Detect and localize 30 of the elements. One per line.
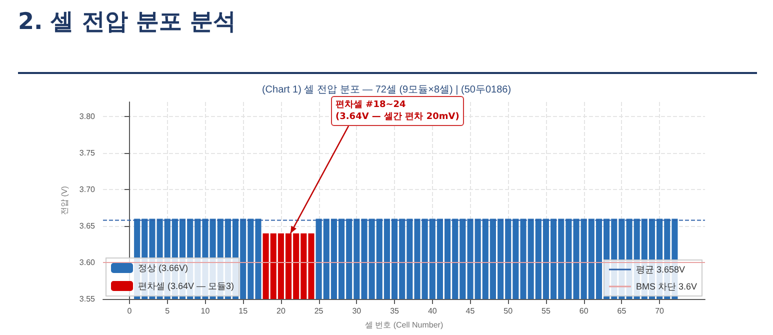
x-tick-label: 20	[276, 306, 286, 316]
y-tick-label: 3.55	[79, 294, 96, 304]
legend-label: 평균 3.658V	[636, 264, 686, 274]
x-tick-label: 65	[617, 306, 627, 316]
y-tick-label: 3.75	[79, 148, 96, 158]
y-axis-title: 전압 (V)	[60, 186, 70, 215]
x-tick-label: 35	[390, 306, 400, 316]
x-tick-label: 10	[200, 306, 210, 316]
x-tick-label: 15	[238, 306, 248, 316]
x-tick-label: 45	[466, 306, 476, 316]
y-tick-label: 3.80	[79, 112, 96, 122]
x-tick-label: 50	[504, 306, 514, 316]
x-tick-label: 30	[352, 306, 362, 316]
x-tick-label: 70	[655, 306, 665, 316]
legend-label: BMS 차단 3.6V	[636, 282, 698, 292]
y-tick-label: 3.60	[79, 258, 96, 268]
chart-title: 2. 셀 전압 분포 분석	[18, 8, 236, 37]
y-tick-label: 3.70	[79, 185, 96, 194]
x-tick-label: 5	[165, 306, 170, 316]
x-tick-label: 0	[127, 306, 132, 316]
y-tick-label: 3.65	[79, 222, 96, 231]
x-tick-label: 25	[314, 306, 324, 316]
chart-subtitle: (Chart 1) 셀 전압 분포 — 72셀 (9모듈×8셀) | (50두0186)	[262, 84, 512, 96]
legend-label: 정상 (3.66V)	[138, 263, 188, 273]
annotation: 편차셀 #18~24 (3.64V — 셀간 편차 20mV)	[330, 96, 464, 126]
x-axis-title: 셀 번호 (Cell Number)	[364, 320, 444, 330]
x-tick-label: 60	[579, 306, 589, 316]
x-tick-label: 40	[428, 306, 438, 316]
legend-label: 편차셀 (3.64V — 모듈3)	[138, 281, 234, 291]
x-tick-label: 55	[542, 306, 551, 316]
